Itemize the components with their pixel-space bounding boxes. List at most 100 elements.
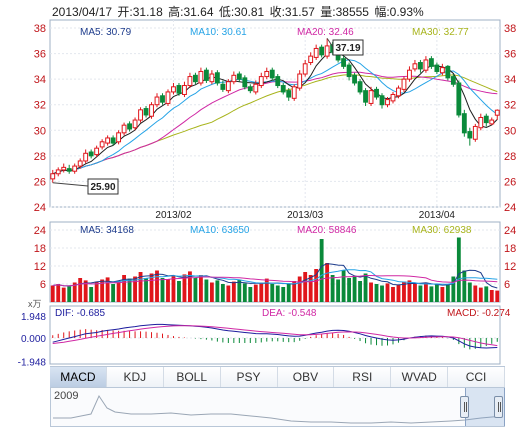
tab-rsi[interactable]: RSI <box>334 367 392 387</box>
high-annotation-leader <box>326 38 334 48</box>
volume-ma10-label: MA10: 63650 <box>190 225 250 236</box>
volume-bar <box>478 287 483 302</box>
candle-body <box>478 117 484 129</box>
price-tick-label-right: 24 <box>504 202 516 214</box>
macd-dea-label: DEA: -0.548 <box>262 308 317 319</box>
candle-body <box>214 72 220 84</box>
tab-boll[interactable]: BOLL <box>164 367 221 387</box>
macd-value-label: MACD: -0.274 <box>447 308 511 319</box>
candle-body <box>341 58 347 67</box>
candle-body <box>385 99 390 106</box>
price-tick-label-left: 38 <box>34 23 46 35</box>
candle-body <box>165 91 171 104</box>
candle-body <box>346 64 352 78</box>
volume-bar <box>489 290 494 302</box>
tab-macd[interactable]: MACD <box>50 367 107 387</box>
low-annotation-label: 25.90 <box>90 182 115 193</box>
volume-bar <box>160 278 165 302</box>
candle-body <box>83 152 89 162</box>
volume-bar <box>264 278 269 302</box>
quote-header: 2013/04/17 开:31.18 高:31.64 低:30.81 收:31.… <box>52 3 426 19</box>
candle-body <box>264 70 270 78</box>
candle-body <box>445 65 451 79</box>
candle-body <box>467 131 473 139</box>
candle-body <box>66 168 72 172</box>
candle-body <box>428 58 434 67</box>
ma10-line <box>52 59 498 175</box>
volume-bar <box>215 280 220 302</box>
volume-tick-label-left: 6 <box>40 279 46 291</box>
volume-bar <box>198 275 203 302</box>
volume-ma20-line <box>52 275 498 287</box>
candle-body <box>242 77 248 88</box>
tab-cci[interactable]: CCI <box>448 367 505 387</box>
volume-bar <box>209 282 214 302</box>
volume-bar <box>94 281 99 302</box>
candle-body <box>401 78 407 90</box>
candle-body <box>308 55 314 64</box>
volume-bar <box>177 281 181 302</box>
volume-bar <box>253 284 258 302</box>
volume-bar <box>374 284 379 302</box>
candle-body <box>121 124 127 134</box>
tab-psy[interactable]: PSY <box>221 367 278 387</box>
price-tick-label-left: 26 <box>34 176 46 188</box>
candle-body <box>396 87 401 97</box>
navigator-right-handle[interactable] <box>494 396 503 418</box>
volume-bar <box>83 280 88 302</box>
candle-body <box>72 165 78 172</box>
candle-body <box>412 63 418 70</box>
navigator-left-handle[interactable] <box>460 396 469 418</box>
navigator-year: 2009 <box>54 390 79 402</box>
candle-body <box>132 119 138 129</box>
price-tick-label-right: 28 <box>504 151 516 163</box>
candle-body <box>110 137 116 144</box>
volume-bar <box>308 275 313 302</box>
candle-body <box>390 93 396 102</box>
quote-volume: 量:38555 <box>320 5 369 19</box>
candle-body <box>450 76 456 85</box>
candle-body <box>203 69 209 81</box>
candle-body <box>483 115 489 124</box>
volume-bar <box>462 270 467 302</box>
volume-bar <box>495 290 500 302</box>
volume-bar <box>155 270 159 302</box>
candle-body <box>286 90 292 98</box>
volume-bar <box>467 282 472 302</box>
volume-bar <box>188 271 192 302</box>
candle-body <box>55 169 61 175</box>
candle-body <box>160 95 165 103</box>
price-ma20-label: MA20: 32.46 <box>297 27 354 38</box>
candle-body <box>198 70 204 84</box>
candle-body <box>275 76 281 87</box>
volume-bar <box>270 284 275 302</box>
macd-tick-top: 1.948 <box>21 312 46 323</box>
price-tick-label-right: 32 <box>504 100 516 112</box>
tab-wvad[interactable]: WVAD <box>391 367 449 387</box>
volume-bar <box>484 286 489 302</box>
candle-body <box>280 85 286 93</box>
volume-bar <box>226 285 231 302</box>
candle-body <box>423 59 429 71</box>
quote-high: 高:31.64 <box>168 5 214 19</box>
stock-chart[interactable]: 24 24 26 26 28 28 30 30 32 32 34 34 36 36 38 38 2013/02 2… <box>0 0 523 366</box>
volume-bar <box>171 275 176 302</box>
candle-body <box>494 109 500 116</box>
candle-body <box>127 123 132 130</box>
volume-bar <box>396 284 401 302</box>
candle-body <box>176 85 182 94</box>
range-navigator[interactable]: 2009 <box>50 387 505 427</box>
quote-open: 开:31.18 <box>117 5 163 19</box>
volume-bar <box>105 277 110 302</box>
tab-kdj[interactable]: KDJ <box>107 367 164 387</box>
low-annotation-leader <box>52 182 89 187</box>
candle-body <box>77 160 83 167</box>
volume-tick-label-left: 24 <box>34 225 46 237</box>
price-tick-label-left: 30 <box>34 125 46 137</box>
volume-bar <box>456 237 461 302</box>
tab-obv[interactable]: OBV <box>278 367 335 387</box>
high-annotation-box <box>332 39 364 56</box>
candle-body <box>352 74 357 84</box>
candle-body <box>138 109 143 121</box>
ma20-line <box>52 71 498 175</box>
